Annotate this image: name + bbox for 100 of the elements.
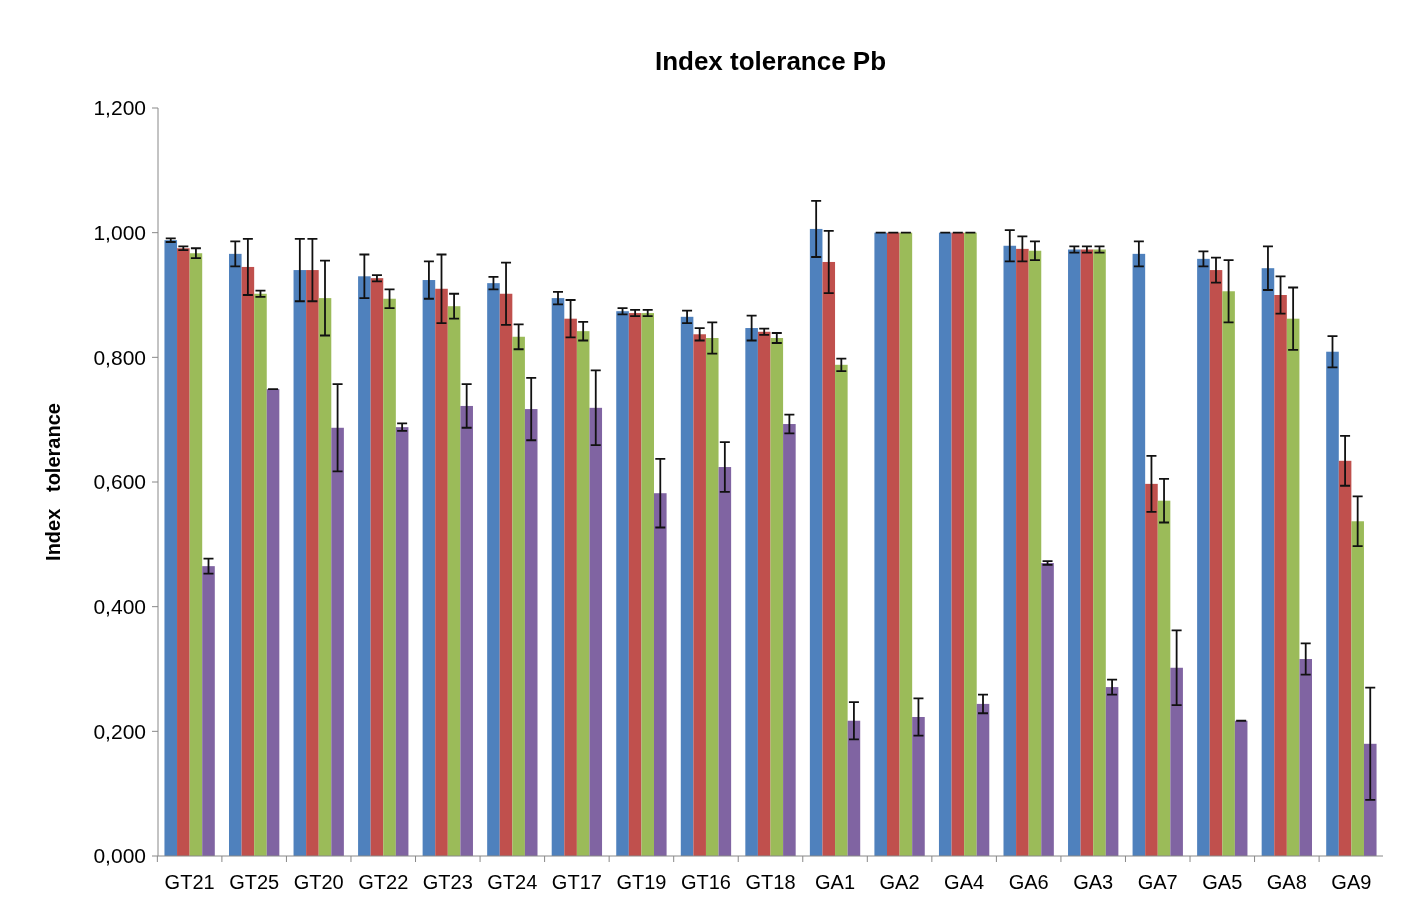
x-tick-label: GA4 [944, 871, 985, 893]
x-tick-label: GT17 [551, 871, 602, 893]
bar [358, 276, 371, 856]
bar [718, 467, 732, 856]
bar [628, 313, 642, 856]
bar [266, 389, 280, 856]
x-tick-label: GA7 [1137, 871, 1178, 893]
x-tick-label: GT19 [616, 871, 667, 893]
bar [964, 232, 977, 856]
x-tick-label: GA5 [1202, 871, 1243, 893]
bar [202, 566, 215, 856]
bar [1080, 249, 1094, 856]
bar [1145, 483, 1158, 856]
bar [1016, 248, 1029, 856]
x-tick-label: GT21 [164, 871, 215, 893]
x-tick-label: GT25 [229, 871, 280, 893]
bar [938, 232, 952, 856]
bar [1274, 295, 1287, 856]
bar [1105, 687, 1119, 856]
bar [306, 270, 319, 856]
bar [745, 328, 758, 856]
bar [680, 316, 694, 856]
bar [512, 336, 525, 856]
chart-title: Index tolerance Pb [654, 46, 887, 76]
y-tick-label: 0,400 [93, 595, 146, 619]
bar [551, 298, 565, 856]
bar [447, 306, 461, 856]
bar [383, 298, 396, 856]
bar [783, 424, 796, 856]
y-axis-title: Index tolerance [42, 403, 64, 561]
bar [1261, 268, 1275, 856]
bar [1028, 250, 1042, 856]
bar [241, 266, 255, 856]
bar [616, 311, 629, 856]
bar [1209, 270, 1223, 856]
bar [435, 288, 448, 856]
bar [847, 720, 861, 856]
bar [1222, 291, 1235, 856]
bar [370, 278, 384, 856]
bar [1234, 720, 1248, 856]
bar [576, 331, 590, 856]
bar [1286, 318, 1300, 856]
x-tick-label: GT20 [293, 871, 344, 893]
bar [177, 248, 190, 856]
bar [499, 293, 513, 856]
bar [705, 338, 719, 856]
bar [589, 407, 603, 856]
y-tick-label: 0,600 [93, 470, 146, 494]
y-tick-label: 1,000 [93, 221, 146, 245]
bar [887, 232, 900, 856]
bar [1170, 667, 1183, 856]
bar [1299, 659, 1313, 856]
bar [641, 313, 654, 856]
bar [770, 338, 784, 856]
bar [229, 253, 242, 856]
bar [460, 405, 473, 856]
bar [564, 318, 577, 856]
bar [395, 427, 409, 856]
bar [654, 493, 667, 856]
x-tick-label: GT16 [680, 871, 731, 893]
bar [1157, 500, 1171, 856]
bar [254, 293, 267, 856]
bar [1363, 743, 1377, 856]
y-tick-label: 1,200 [93, 96, 146, 120]
bar [331, 427, 344, 856]
bar [422, 280, 436, 856]
bar [1093, 249, 1106, 856]
x-tick-label: GT18 [745, 871, 796, 893]
x-tick-label: GA9 [1331, 871, 1372, 893]
bar [1351, 521, 1364, 856]
x-tick-label: GA3 [1073, 871, 1114, 893]
bar [809, 228, 823, 856]
bar [976, 703, 990, 856]
bar [912, 717, 925, 856]
bar [487, 283, 500, 856]
bar [874, 232, 887, 856]
bar [899, 232, 913, 856]
x-tick-label: GA6 [1008, 871, 1049, 893]
bar [1003, 245, 1017, 856]
x-tick-label: GT23 [422, 871, 473, 893]
x-tick-label: GA8 [1266, 871, 1307, 893]
bar [757, 331, 771, 856]
bar [1197, 258, 1210, 856]
y-tick-label: 0,800 [93, 345, 146, 369]
bar [951, 232, 965, 856]
bar [1041, 563, 1054, 856]
bar [822, 261, 836, 856]
bar [524, 409, 538, 856]
bar [164, 240, 178, 856]
bar [693, 334, 706, 856]
bar [1326, 351, 1339, 856]
x-tick-label: GT24 [487, 871, 538, 893]
bar [318, 298, 332, 856]
x-tick-label: GT22 [358, 871, 409, 893]
y-tick-label: 0,200 [93, 719, 146, 743]
bar [1068, 249, 1081, 856]
x-tick-label: GA1 [815, 871, 856, 893]
bar [835, 364, 848, 856]
bar [189, 253, 203, 856]
bar [1338, 460, 1352, 856]
